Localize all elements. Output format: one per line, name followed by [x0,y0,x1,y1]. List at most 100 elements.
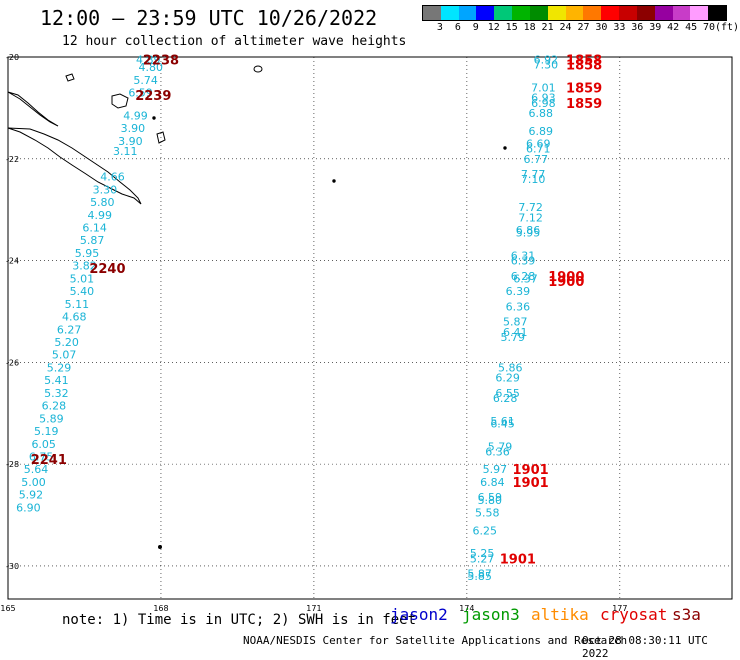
mission-label-s3a: s3a [672,605,701,624]
wave-height-value: 6.92 [534,54,559,67]
wave-height-value: 3.90 [121,122,146,135]
islet-3 [158,545,162,549]
islet-1 [332,179,336,183]
wave-height-value: 5.86 [498,361,523,374]
wave-height-value: 6.55 [495,387,520,400]
pass-time-label: 2238 [143,54,179,69]
lon-label: 171 [306,604,321,613]
legend-swatch [565,6,584,20]
wave-height-value: 5.25 [470,547,495,560]
legend-tick-label: 6 [454,22,461,33]
wave-height-value: 5.92 [19,489,44,502]
mission-label-cryosat: cryosat [600,605,668,624]
pass-time-label: 2239 [135,89,171,104]
pass-time-label: 1900 [548,270,584,285]
lat-label: -26 [6,358,19,367]
legend-swatch [440,6,459,20]
lon-label: 174 [459,604,474,613]
legend-tick-label: 30 [595,22,608,33]
wave-height-value: 6.41 [503,326,528,339]
lon-label: 177 [612,604,627,613]
lon-label: 168 [153,604,168,613]
wave-height-value: 6.28 [493,392,518,405]
wave-height-value: 6.75 [29,451,54,464]
pass-time-label: 1900 [548,275,584,290]
pass-time-label: 2240 [89,262,125,277]
wave-height-value: 6.69 [526,138,551,151]
wave-height-value: 7.72 [518,201,543,214]
lat-label: -22 [6,155,19,164]
legend-swatch [672,6,691,20]
wave-height-value: 4.99 [123,110,148,123]
credit-text: NOAA/NESDIS Center for Satellite Applica… [243,634,628,647]
legend-tick-label: 21 [541,22,554,33]
wave-height-value: 6.93 [531,92,556,105]
wave-height-value: 6.98 [531,97,556,110]
wave-height-value: 4.89 [136,54,161,67]
legend-swatch [583,6,602,20]
legend-tick-label: 39 [649,22,662,33]
legend-swatch [619,6,637,20]
wave-height-value: 5.61 [490,415,515,428]
islet-2 [503,146,507,150]
wave-height-value: 4.68 [62,311,87,324]
wave-height-value: 6.59 [128,87,153,100]
wave-height-value: 6.36 [485,445,510,458]
wave-height-value: 6.36 [506,300,531,313]
wave-height-value: 5.64 [24,463,49,476]
legend-tick-label: 45 [685,22,698,33]
lat-label: -24 [6,257,19,266]
wave-height-value: 3.82 [72,260,97,273]
wave-height-value: 6.28 [511,270,536,283]
legend-tick-label: (ft) [714,22,740,33]
lat-label: -20 [6,53,19,62]
wave-height-value: 5.29 [47,361,72,374]
legend-tick-label: 70 [703,22,716,33]
pass-time-label: 1901 [513,476,549,491]
wave-height-value: 5.00 [21,476,46,489]
vanuatu-island [111,93,129,109]
wave-height-value: 6.25 [472,524,497,537]
lon-label: 165 [0,604,15,613]
wave-height-value: 6.71 [526,143,551,156]
wave-height-value: 5.80 [478,494,503,507]
mission-label-jason2: jason2 [390,605,448,624]
legend-tick-label: 9 [472,22,479,33]
pass-time-label: 1901 [513,463,549,478]
legend-tick-label: 18 [523,22,536,33]
wave-height-value: 3.30 [93,183,118,196]
legend-swatches [422,5,727,21]
pass-time-label: 1859 [566,97,602,112]
legend-tick-label: 33 [613,22,626,33]
wave-height-value: 5.80 [90,196,115,209]
lat-lon-grid [7,56,733,600]
wave-height-value: 5.85 [467,570,492,583]
wave-height-value: 6.27 [57,323,82,336]
wave-height-value: 6.77 [523,153,548,166]
wave-height-value: 5.79 [488,440,513,453]
mission-label-jason3: jason3 [462,605,520,624]
wave-height-value: 6.28 [42,400,67,413]
legend-tick-label: 27 [577,22,590,33]
wave-height-value: 6.29 [495,372,520,385]
wave-height-value: 5.74 [133,74,158,87]
land-outlines [7,65,507,549]
wave-height-value: 4.99 [88,209,113,222]
legend-tick-label: 15 [505,22,518,33]
timestamp-text: Oct 28 08:30:11 UTC 2022 [582,634,708,660]
wave-height-value: 5.95 [75,247,100,260]
wave-height-value: 6.39 [506,285,531,298]
wave-height-value: 6.88 [529,107,554,120]
wave-height-value: 5.87 [467,568,492,581]
wave-height-value: 5.79 [501,331,526,344]
wave-height-value: 3.90 [118,135,143,148]
legend-tick-label: 12 [487,22,500,33]
wave-height-value: 5.20 [54,336,79,349]
legend-swatch [494,6,513,20]
legend-swatch [529,6,548,20]
islet-4 [152,116,156,120]
wave-height-value: 5.97 [483,463,508,476]
legend-swatch [458,6,477,20]
wave-height-value: 6.90 [16,501,41,514]
